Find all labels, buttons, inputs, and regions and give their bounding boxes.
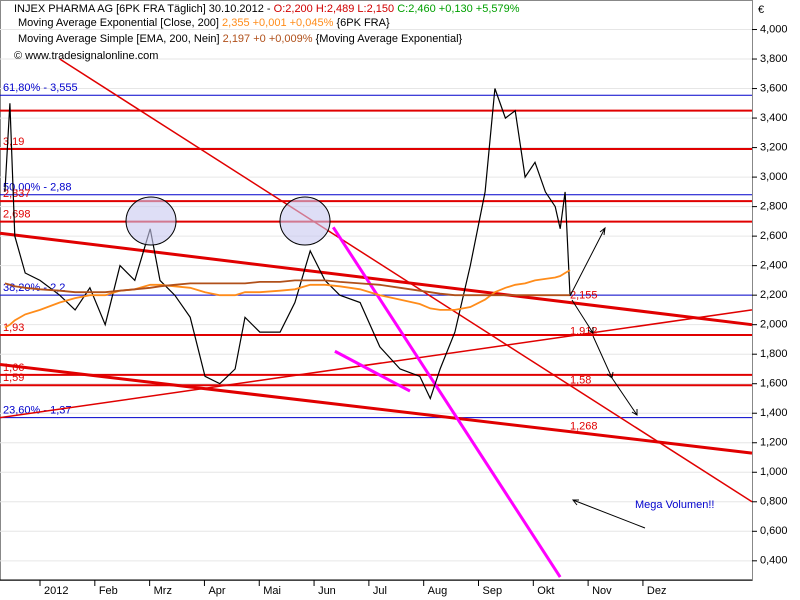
x-tick-label: Jul [373, 585, 387, 597]
legend-source: {Moving Average Exponential} [316, 33, 463, 45]
level-label: 1,58 [570, 375, 591, 387]
annotation: Mega Volumen!! [635, 499, 715, 511]
y-tick-label: 4,000 [760, 23, 788, 35]
x-tick-label: Apr [208, 585, 225, 597]
arrow [569, 226, 606, 297]
trendline [0, 231, 753, 327]
y-tick-label: 0,800 [760, 496, 788, 508]
arrows [569, 226, 646, 529]
trendline [331, 226, 562, 578]
level-label: 3,19 [3, 136, 24, 148]
title-text: INJEX PHARMA AG [6PK FRA Täglich] 30.10.… [14, 3, 271, 15]
highlight-circle [125, 196, 177, 246]
level-label: 1,93 [3, 322, 24, 334]
y-tick-label: 1,800 [760, 348, 788, 360]
x-tick-label: Feb [99, 585, 118, 597]
y-tick-label: 3,800 [760, 53, 788, 65]
y-tick-label: 2,800 [760, 201, 788, 213]
x-tick-label: Okt [537, 585, 554, 597]
highlight-circle [279, 196, 331, 246]
x-tick-label: Jun [318, 585, 336, 597]
x-tick-label: Mrz [154, 585, 172, 597]
y-tick-label: 1,600 [760, 378, 788, 390]
y-tick-label: 1,200 [760, 437, 788, 449]
y-tick-label: 0,400 [760, 555, 788, 567]
level-label: 2,698 [3, 209, 31, 221]
change: C:2,460 +0,130 +5,579% [397, 3, 520, 15]
legend-name: Moving Average Simple [EMA, 200, Nein] [18, 33, 220, 45]
y-tick-label: 1,000 [760, 466, 788, 478]
series-line [4, 279, 570, 297]
title: INJEX PHARMA AG [6PK FRA Täglich] 30.10.… [14, 3, 520, 15]
legend-stat: 2,197 +0 +0,009% [223, 33, 313, 45]
currency: € [758, 4, 764, 16]
trendline [334, 349, 411, 393]
y-tick-label: 3,000 [760, 171, 788, 183]
arrow [571, 299, 594, 334]
y-tick-label: 3,200 [760, 141, 788, 153]
legend-entry: Moving Average Simple [EMA, 200, Nein] 2… [18, 33, 463, 45]
level-label: 23,60% - 1,37 [3, 405, 72, 417]
trendline [0, 363, 753, 455]
y-tick-label: 0,600 [760, 525, 788, 537]
arrow [571, 499, 646, 529]
trendline [0, 309, 753, 419]
x-tick-label: Mai [263, 585, 281, 597]
x-tick-label: Dez [647, 585, 667, 597]
x-tick-label: Sep [482, 585, 502, 597]
legend-entry: Moving Average Exponential [Close, 200] … [18, 17, 390, 29]
y-tick-label: 3,600 [760, 82, 788, 94]
copyright: © www.tradesignalonline.com [14, 50, 158, 62]
series-line [4, 269, 571, 329]
x-tick-label: Nov [592, 585, 612, 597]
arrow [611, 377, 638, 416]
level-label: 50,00% - 2,88 [3, 182, 72, 194]
legend-source: {6PK FRA} [336, 17, 390, 29]
x-tick-label: 2012 [44, 585, 68, 597]
y-tick-label: 2,200 [760, 289, 788, 301]
y-tick-label: 1,400 [760, 407, 788, 419]
trendline [59, 58, 753, 503]
level-label: 2,155 [570, 290, 598, 302]
y-tick-label: 2,000 [760, 319, 788, 331]
ohlc: O:2,200 H:2,489 L:2,150 [274, 3, 394, 15]
plot: 61,80% - 3,555 3,19 50,00% - 2,882,837 2,69… [0, 29, 753, 578]
level-label: 1,59 [3, 372, 24, 384]
series-line [4, 88, 571, 401]
y-tick-label: 3,400 [760, 112, 788, 124]
y-tick-label: 2,600 [760, 230, 788, 242]
level-label: 2,837 [3, 188, 31, 200]
level-label: 1,268 [570, 421, 598, 433]
header: INJEX PHARMA AG [6PK FRA Täglich] 30.10.… [14, 3, 520, 62]
x-tick-label: Aug [428, 585, 448, 597]
legend-name: Moving Average Exponential [Close, 200] [18, 17, 219, 29]
level-label: 61,80% - 3,555 [3, 82, 78, 94]
legend-stat: 2,355 +0,001 +0,045% [222, 17, 334, 29]
y-tick-label: 2,400 [760, 260, 788, 272]
